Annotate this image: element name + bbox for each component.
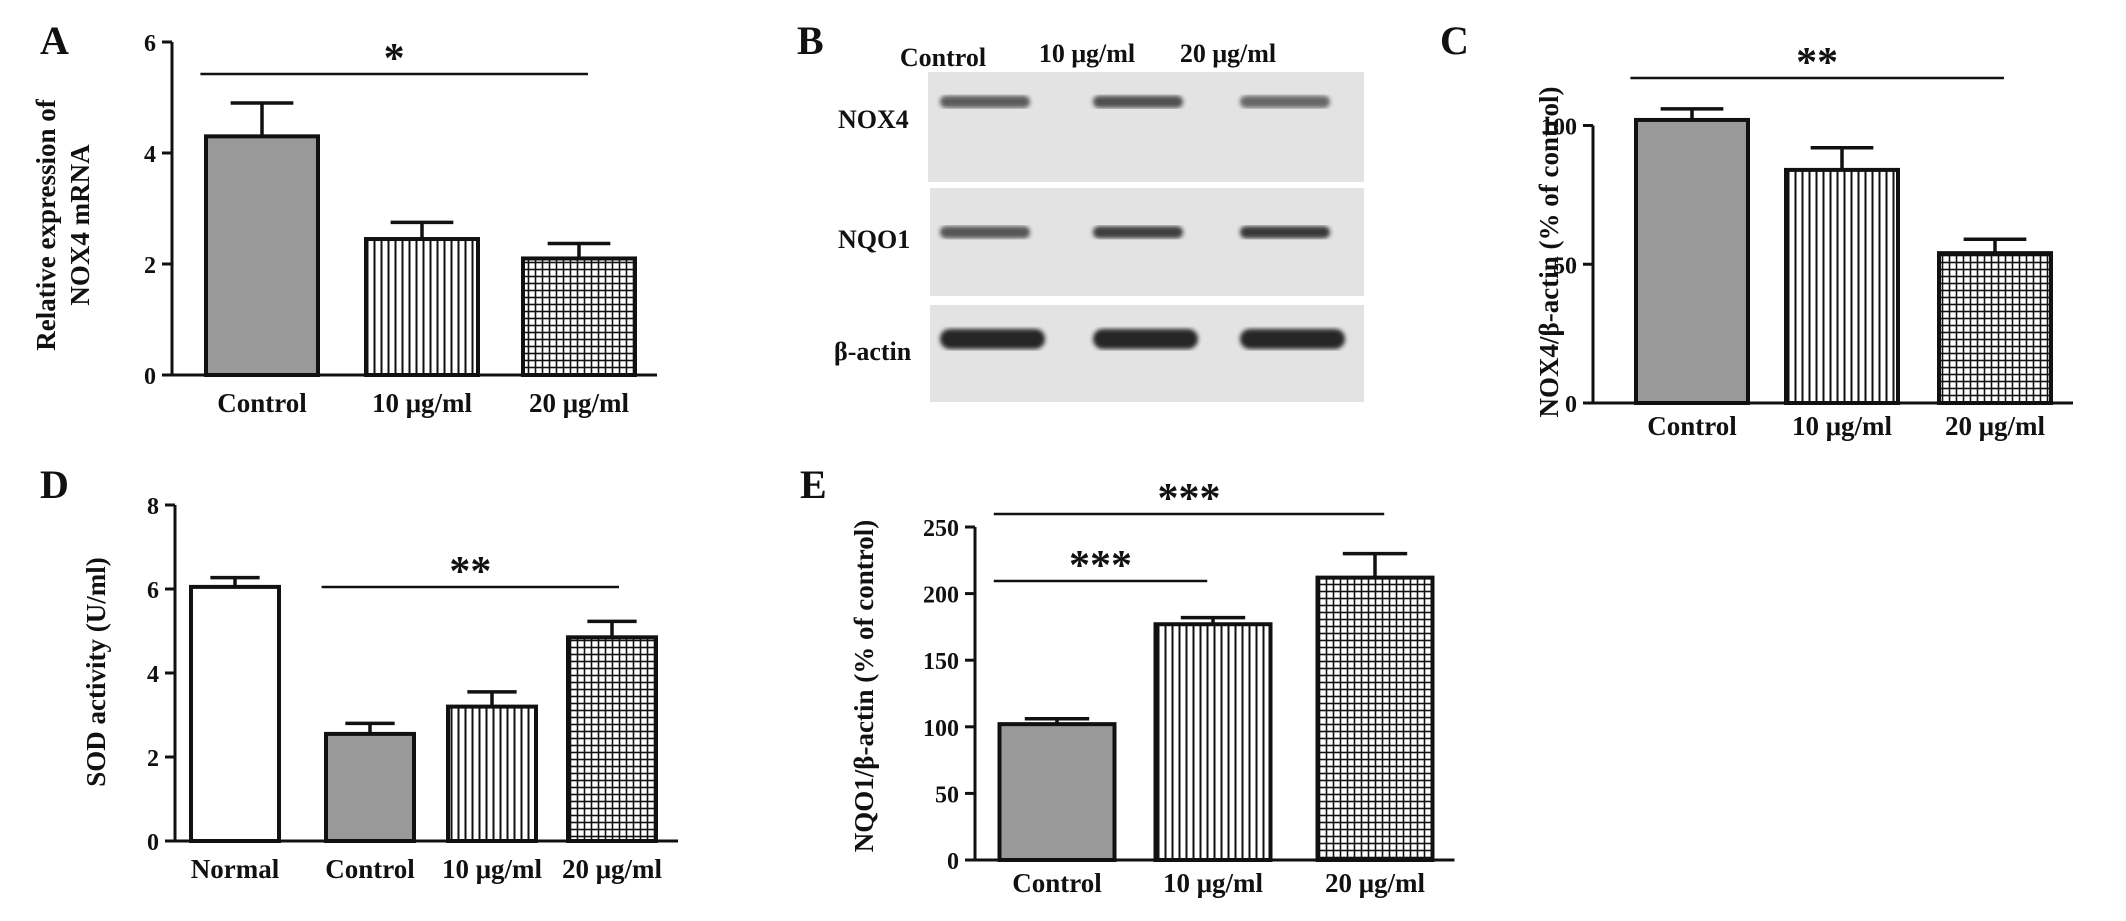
- y-axis-label: NOX4/β-actin (% of control): [1534, 87, 1564, 418]
- y-axis-label: SOD activity (U/ml): [81, 557, 111, 786]
- bar: [324, 731, 416, 844]
- blot-band: [1240, 328, 1345, 349]
- panel-letter-e: E: [800, 462, 827, 507]
- x-category-label: 10 μg/ml: [372, 388, 473, 418]
- bar: [1634, 117, 1750, 405]
- x-category-label: 10 μg/ml: [442, 854, 543, 884]
- panel-letter-c: C: [1440, 18, 1469, 63]
- x-category-label: Control: [217, 388, 307, 418]
- bar: [1784, 167, 1900, 405]
- blot-row-label: β-actin: [834, 337, 912, 366]
- x-category-label: 20 μg/ml: [1945, 411, 2046, 441]
- bar: [204, 134, 320, 377]
- blot-band: [940, 328, 1045, 349]
- bar: [997, 722, 1117, 862]
- blot-row-label: NOX4: [838, 105, 909, 134]
- y-tick-label: 150: [923, 649, 959, 675]
- y-axis-label: NQO1/β-actin (% of control): [849, 520, 879, 852]
- y-tick-label: 4: [147, 662, 159, 688]
- y-tick-label: 8: [147, 494, 159, 520]
- y-tick-label: 100: [1541, 115, 1577, 141]
- blot-band: [1240, 226, 1330, 239]
- bar: [521, 256, 637, 378]
- chart-a-nox4-mrna: 0 2 4 6 Relative expression of NOX4 mRNA Contr…: [31, 31, 657, 418]
- y-tick-label: 250: [923, 516, 959, 542]
- blot-col-label: Control: [900, 43, 986, 72]
- y-tick-label: 50: [1553, 253, 1577, 279]
- blot-col-label: 10 μg/ml: [1039, 39, 1135, 68]
- y-tick-label: 2: [147, 746, 159, 772]
- y-axis-label: Relative expression of: [31, 98, 61, 350]
- significance-label: **: [1796, 40, 1838, 86]
- blot-band: [1093, 328, 1198, 349]
- y-tick-label: 0: [144, 364, 156, 390]
- blot-band: [1093, 95, 1183, 108]
- x-category-label: Control: [1647, 411, 1737, 441]
- bar: [566, 635, 658, 843]
- blot-row-label: NQO1: [838, 225, 910, 254]
- blot-band: [1093, 226, 1183, 239]
- x-category-label: Control: [1012, 868, 1102, 898]
- x-category-label: Control: [325, 854, 415, 884]
- bar: [364, 237, 480, 377]
- y-tick-label: 100: [923, 716, 959, 742]
- y-tick-label: 4: [144, 142, 156, 168]
- y-tick-label: 50: [935, 782, 959, 808]
- panel-letter-d: D: [40, 462, 69, 507]
- x-category-label: Normal: [191, 854, 280, 884]
- panel-letter-a: A: [40, 18, 69, 63]
- y-tick-label: 0: [947, 849, 959, 875]
- y-tick-label: 6: [147, 578, 159, 604]
- x-category-label: 20 μg/ml: [1325, 868, 1426, 898]
- x-category-label: 10 μg/ml: [1163, 868, 1264, 898]
- y-axis-label: NOX4 mRNA: [65, 144, 95, 306]
- y-tick-label: 2: [144, 253, 156, 279]
- blot-col-label: 20 μg/ml: [1180, 39, 1276, 68]
- blot-strip: [928, 72, 1364, 182]
- blot-band: [1240, 95, 1330, 108]
- panel-letter-b: B: [797, 18, 824, 63]
- significance-label: ***: [1157, 476, 1220, 522]
- bar: [1937, 251, 2053, 405]
- significance-label: *: [384, 36, 405, 82]
- y-tick-label: 6: [144, 31, 156, 57]
- blot-strip: [930, 188, 1364, 296]
- chart-e-nqo1-protein: 0 50 100 150 200 250 NQO1/β-actin (% of contro…: [849, 476, 1455, 898]
- significance-label: **: [449, 549, 491, 595]
- x-category-label: 20 μg/ml: [562, 854, 663, 884]
- y-tick-label: 0: [147, 830, 159, 856]
- western-blot-b: Control 10 μg/ml 20 μg/ml NOX4 NQO1 β-ac…: [834, 39, 1364, 402]
- significance-label: ***: [1069, 543, 1132, 589]
- blot-band: [940, 226, 1030, 239]
- blot-band: [940, 95, 1030, 108]
- bar: [446, 704, 538, 843]
- x-category-label: 10 μg/ml: [1792, 411, 1893, 441]
- y-tick-label: 200: [923, 583, 959, 609]
- chart-d-sod-activity: 0 2 4 6 8 SOD activity (U/ml) Normal Control 10 …: [81, 494, 678, 884]
- y-tick-label: 0: [1565, 392, 1577, 418]
- bar: [1315, 575, 1435, 863]
- blot-strip: [930, 305, 1364, 402]
- x-category-label: 20 μg/ml: [529, 388, 630, 418]
- bar: [1153, 622, 1273, 863]
- bar: [189, 584, 281, 844]
